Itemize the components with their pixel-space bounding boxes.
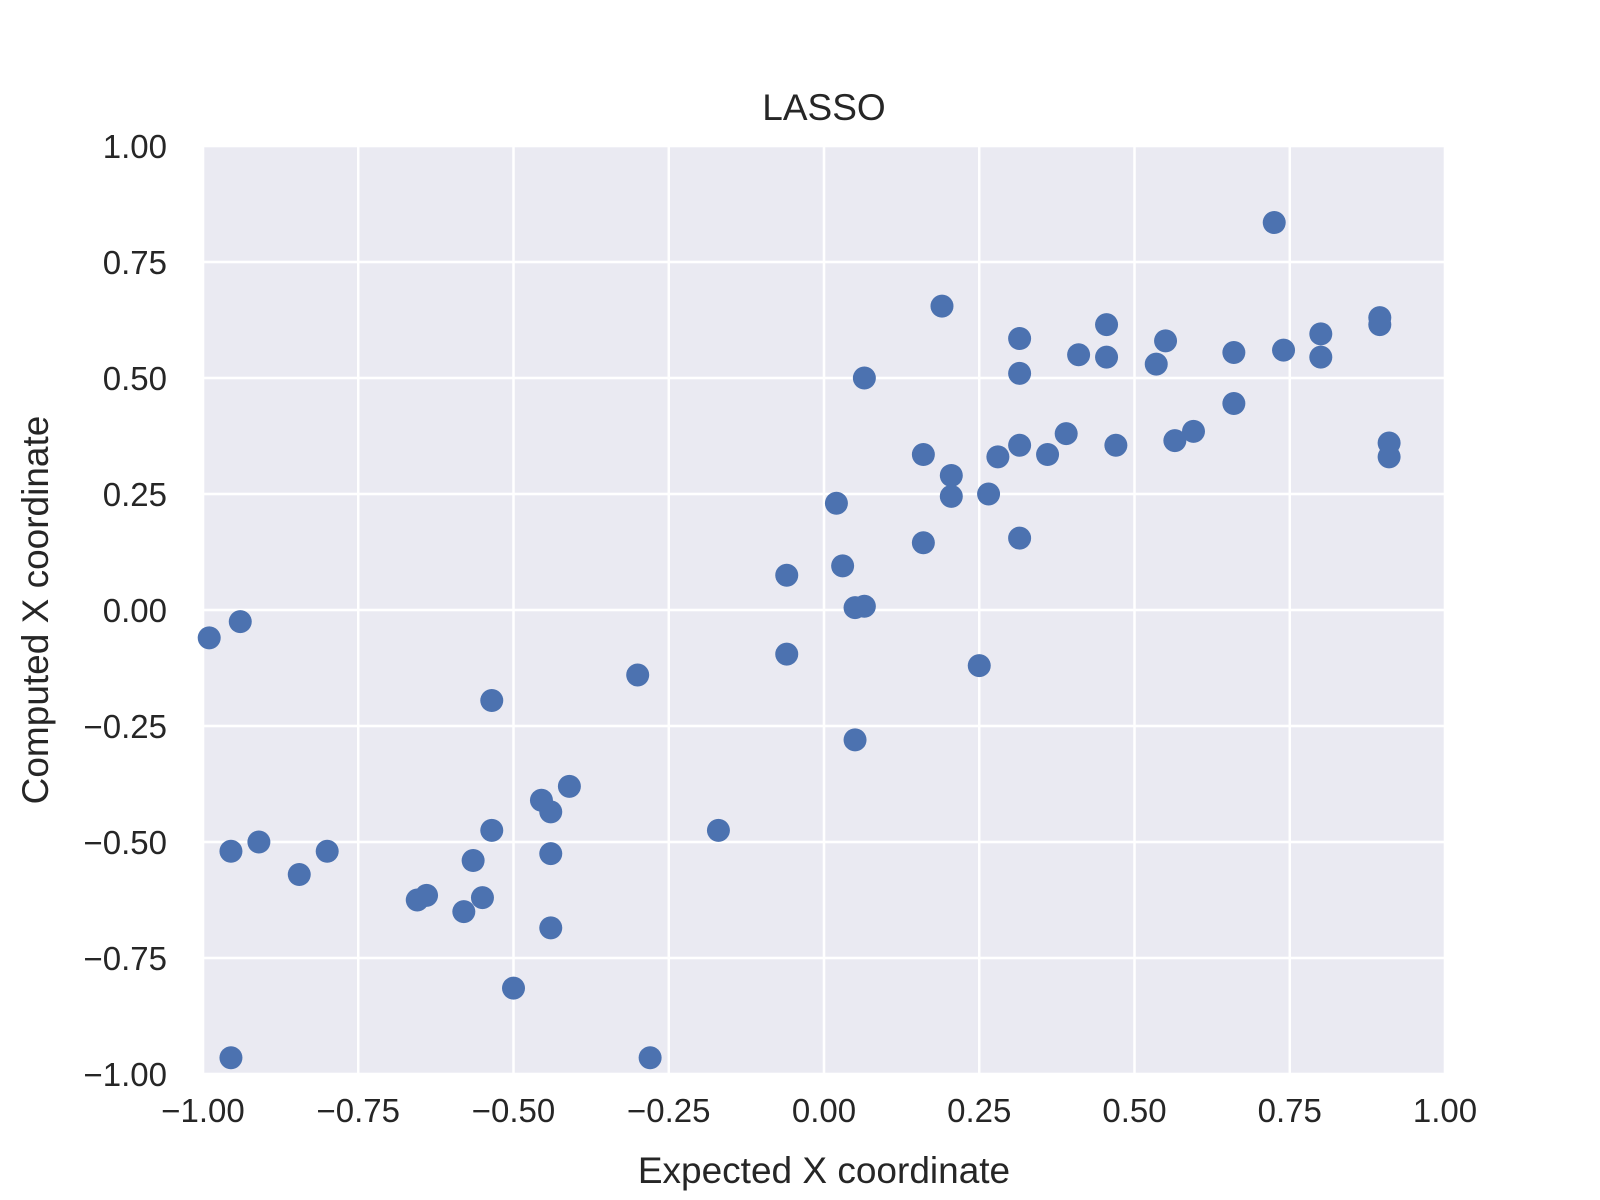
data-point: [977, 482, 1001, 506]
data-points: [197, 211, 1401, 1070]
data-point: [1067, 343, 1091, 367]
data-point: [539, 916, 563, 940]
data-point: [539, 800, 563, 824]
data-point: [939, 484, 963, 508]
data-point: [967, 654, 991, 678]
data-point: [843, 728, 867, 752]
data-point: [1036, 443, 1060, 467]
data-point: [1095, 345, 1119, 369]
data-point: [1368, 313, 1392, 337]
y-tick-label: 1.00: [103, 128, 167, 165]
data-point: [1095, 313, 1119, 337]
data-point: [1008, 526, 1032, 550]
y-tick-label: −0.75: [84, 940, 168, 977]
x-tick-label: −0.25: [627, 1092, 711, 1129]
data-point: [911, 531, 935, 555]
x-tick-label: −0.75: [317, 1092, 401, 1129]
data-point: [480, 688, 504, 712]
data-point: [415, 883, 439, 907]
data-point: [539, 842, 563, 866]
data-point: [470, 886, 494, 910]
data-point: [1054, 422, 1078, 446]
data-point: [1262, 211, 1286, 235]
data-point: [461, 849, 485, 873]
x-tick-labels: −1.00 −0.75 −0.50 −0.25 0.00 0.25 0.50 0.75 1.00: [161, 1092, 1477, 1129]
data-point: [315, 839, 339, 863]
chart-title: LASSO: [762, 87, 885, 128]
data-point: [219, 839, 243, 863]
data-point: [452, 900, 476, 924]
data-point: [638, 1046, 662, 1070]
data-point: [1309, 345, 1333, 369]
x-tick-label: 0.00: [792, 1092, 856, 1129]
y-axis-title: Computed X coordinate: [15, 416, 56, 805]
data-point: [557, 774, 581, 798]
y-tick-label: 0.00: [103, 592, 167, 629]
data-point: [1104, 433, 1128, 457]
data-point: [228, 610, 252, 634]
y-tick-label: 0.25: [103, 476, 167, 513]
data-point: [1377, 445, 1401, 469]
x-tick-label: 1.00: [1413, 1092, 1477, 1129]
data-point: [824, 491, 848, 515]
x-tick-label: −0.50: [472, 1092, 556, 1129]
data-point: [287, 862, 311, 886]
grid-lines: [201, 144, 1447, 1076]
data-point: [247, 830, 271, 854]
data-point: [775, 642, 799, 666]
data-point: [1144, 352, 1168, 376]
x-axis-title: Expected X coordinate: [638, 1150, 1010, 1191]
data-point: [852, 594, 876, 618]
data-point: [1222, 340, 1246, 364]
data-point: [775, 563, 799, 587]
y-tick-label: −0.50: [84, 824, 168, 861]
data-point: [1272, 338, 1296, 362]
data-point: [831, 554, 855, 578]
data-point: [480, 818, 504, 842]
data-point: [626, 663, 650, 687]
y-tick-label: −0.25: [84, 708, 168, 745]
x-tick-label: 0.75: [1258, 1092, 1322, 1129]
data-point: [1008, 361, 1032, 385]
data-point: [911, 443, 935, 467]
y-tick-label: −1.00: [84, 1056, 168, 1093]
data-point: [1181, 419, 1205, 443]
data-point: [219, 1046, 243, 1070]
x-tick-label: 0.25: [947, 1092, 1011, 1129]
data-point: [1154, 329, 1178, 353]
data-point: [1008, 433, 1032, 457]
data-point: [706, 818, 730, 842]
data-point: [197, 626, 221, 650]
y-tick-labels: 1.00 0.75 0.50 0.25 0.00 −0.25 −0.50 −0.75 −1.00: [84, 128, 168, 1093]
data-point: [1309, 322, 1333, 346]
data-point: [1163, 429, 1187, 453]
data-point: [930, 294, 954, 318]
x-tick-label: 0.50: [1102, 1092, 1166, 1129]
x-tick-label: −1.00: [161, 1092, 245, 1129]
y-tick-label: 0.75: [103, 244, 167, 281]
data-point: [502, 976, 525, 1000]
data-point: [986, 445, 1010, 469]
data-point: [1008, 327, 1032, 351]
data-point: [939, 463, 963, 487]
y-tick-label: 0.50: [103, 360, 167, 397]
data-point: [852, 366, 876, 390]
data-point: [1222, 392, 1246, 416]
